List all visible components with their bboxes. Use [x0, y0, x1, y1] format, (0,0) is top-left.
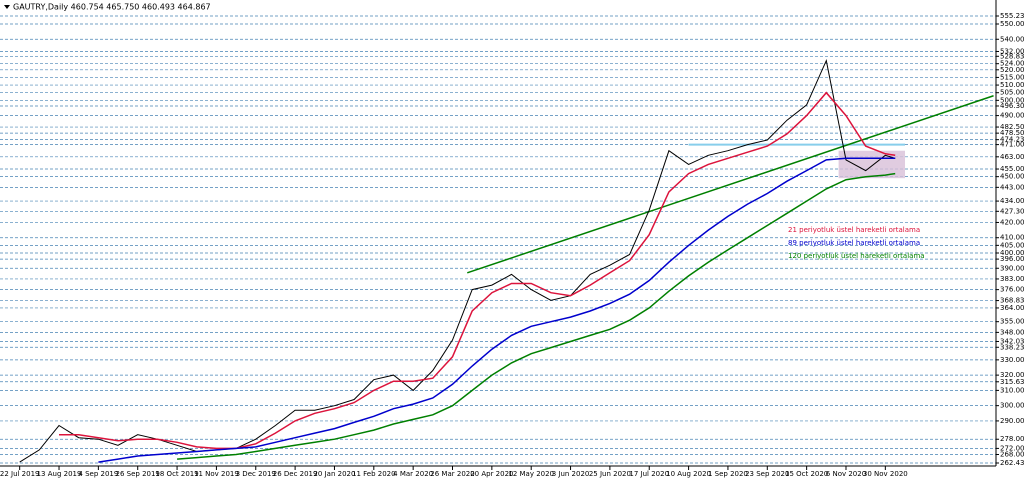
- x-tick-label: 26 Sep 2019: [116, 470, 160, 478]
- y-tick-label: 540.000: [1000, 35, 1024, 43]
- y-tick-label: 405.000: [1000, 241, 1024, 249]
- x-tick-label: 23 Sep 2020: [745, 470, 789, 478]
- y-tick-label: 420.000: [1000, 218, 1024, 226]
- y-tick-label: 434.000: [1000, 197, 1024, 205]
- y-tick-label: 364.000: [1000, 304, 1024, 312]
- y-tick-label: 278.000: [1000, 435, 1024, 443]
- x-tick-label: 30 Nov 2020: [863, 470, 908, 478]
- y-tick-label: 550.000: [1000, 20, 1024, 28]
- x-tick-label: 18 Oct 2019: [155, 470, 198, 478]
- x-tick-label: 4 Mar 2020: [393, 470, 433, 478]
- y-tick-label: 505.000: [1000, 89, 1024, 97]
- x-tick-label: 22 Jul 2019: [0, 470, 39, 478]
- y-tick-label: 474.237: [1000, 136, 1024, 144]
- y-tick-label: 510.000: [1000, 81, 1024, 89]
- y-tick-label: 496.300: [1000, 102, 1024, 110]
- x-tick-label: 3 Dec 2019: [236, 470, 276, 478]
- y-tick-label: 390.000: [1000, 264, 1024, 272]
- y-tick-label: 376.000: [1000, 286, 1024, 294]
- price-line: [19, 58, 896, 463]
- y-tick-label: 383.000: [1000, 275, 1024, 283]
- x-tick-label: 26 Dec 2019: [273, 470, 318, 478]
- y-tick-label: 355.000: [1000, 318, 1024, 326]
- y-tick-label: 450.000: [1000, 173, 1024, 181]
- chart-title: GAUTRY,Daily 460.754 465.750 460.493 464…: [13, 3, 211, 12]
- x-tick-label: 15 Oct 2020: [785, 470, 828, 478]
- y-tick-label: 482.500: [1000, 123, 1024, 131]
- ema-line: [59, 91, 896, 450]
- y-tick-label: 348.000: [1000, 328, 1024, 336]
- y-tick-label: 310.000: [1000, 386, 1024, 394]
- legend-label: 89 periyotluk üstel hareketli ortalama: [788, 239, 920, 247]
- x-tick-label: 4 Sep 2019: [78, 470, 118, 478]
- x-tick-label: 20 Apr 2020: [470, 470, 513, 478]
- x-tick-label: 12 May 2020: [508, 470, 554, 478]
- y-tick-label: 272.000: [1000, 444, 1024, 452]
- y-tick-label: 315.637: [1000, 378, 1024, 386]
- y-tick-label: 320.000: [1000, 371, 1024, 379]
- y-tick-label: 338.237: [1000, 343, 1024, 351]
- y-tick-label: 400.000: [1000, 249, 1024, 257]
- y-tick-label: 330.000: [1000, 356, 1024, 364]
- y-tick-label: 528.837: [1000, 52, 1024, 60]
- ema-line: [177, 172, 896, 460]
- y-tick-label: 342.037: [1000, 337, 1024, 345]
- y-tick-label: 427.300: [1000, 207, 1024, 215]
- y-tick-label: 500.000: [1000, 96, 1024, 104]
- legend-label: 120 periyotluk üstel hareketli ortalama: [788, 252, 925, 260]
- x-tick-label: 10 Aug 2020: [666, 470, 711, 478]
- x-tick-label: 17 Jul 2020: [629, 470, 669, 478]
- x-tick-label: 6 Nov 2020: [826, 470, 866, 478]
- y-tick-label: 532.000: [1000, 47, 1024, 55]
- y-tick-label: 455.000: [1000, 165, 1024, 173]
- x-tick-label: 1 Sep 2020: [708, 470, 748, 478]
- y-tick-label: 268.000: [1000, 451, 1024, 459]
- x-tick-label: 13 Aug 2019: [37, 470, 82, 478]
- x-tick-label: 26 Mar 2020: [430, 470, 474, 478]
- y-tick-label: 471.000: [1000, 141, 1024, 149]
- y-tick-label: 368.837: [1000, 297, 1024, 305]
- y-tick-label: 262.437: [1000, 459, 1024, 467]
- y-tick-label: 290.000: [1000, 417, 1024, 425]
- x-tick-label: 25 Jun 2020: [589, 470, 631, 478]
- plot-area: [0, 15, 996, 464]
- x-tick-label: 11 Feb 2020: [352, 470, 396, 478]
- y-tick-label: 520.000: [1000, 66, 1024, 74]
- x-tick-label: 3 Jun 2020: [552, 470, 590, 478]
- y-tick-label: 555.237: [1000, 12, 1024, 20]
- legend-label: 21 periyotluk üstel hareketli ortalama: [788, 226, 920, 234]
- y-tick-label: 410.000: [1000, 234, 1024, 242]
- y-tick-label: 396.000: [1000, 255, 1024, 263]
- y-tick-label: 463.000: [1000, 153, 1024, 161]
- y-tick-label: 515.000: [1000, 73, 1024, 81]
- header-arrow: [4, 5, 10, 9]
- y-tick-label: 490.000: [1000, 112, 1024, 120]
- x-tick-label: 11 Nov 2019: [194, 470, 239, 478]
- ema-line: [98, 157, 896, 463]
- y-tick-label: 300.000: [1000, 402, 1024, 410]
- trend-line: [467, 95, 994, 274]
- x-tick-label: 20 Jan 2020: [313, 470, 355, 478]
- y-tick-label: 524.000: [1000, 60, 1024, 68]
- y-tick-label: 478.500: [1000, 129, 1024, 137]
- y-tick-label: 443.000: [1000, 183, 1024, 191]
